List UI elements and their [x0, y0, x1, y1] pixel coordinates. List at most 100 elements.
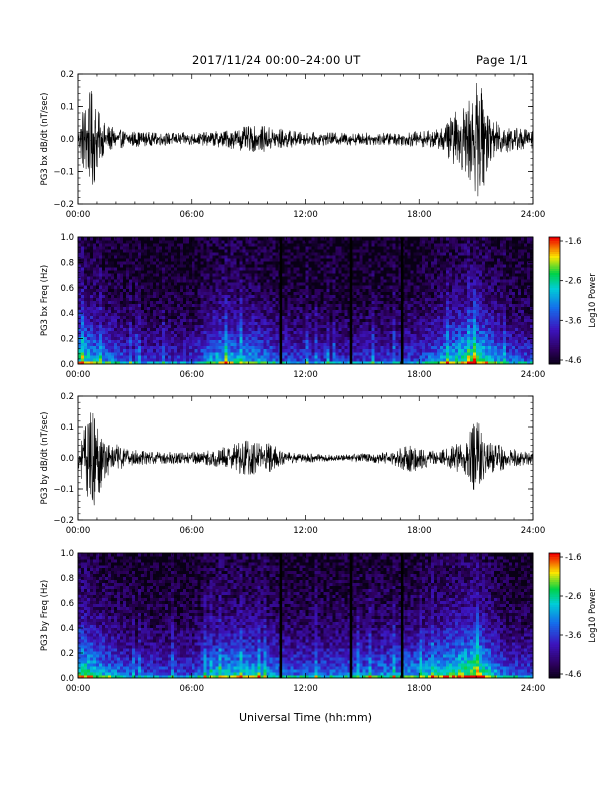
spectrogram-cell — [422, 330, 426, 335]
spectrogram-cell — [104, 264, 109, 268]
spectrogram-cell — [140, 324, 145, 329]
spectrogram-cell — [260, 276, 264, 280]
spectrogram-cell — [293, 243, 297, 247]
spectrogram-cell — [113, 300, 118, 304]
spectrogram-cell — [248, 339, 252, 344]
spectrogram-cell — [263, 303, 267, 307]
spectrogram-cell — [266, 276, 270, 280]
spectrogram-cell — [242, 306, 246, 310]
spectrogram-cell — [272, 306, 276, 310]
spectrogram-cell — [317, 273, 321, 277]
spectrogram-cell — [353, 336, 357, 341]
spectrogram-cell — [161, 297, 166, 301]
spectrogram-cell — [323, 306, 327, 310]
spectrogram-cell — [419, 288, 423, 292]
spectrogram-cell — [287, 252, 291, 256]
spectrogram-cell — [338, 360, 342, 365]
spectrogram-cell — [377, 237, 381, 241]
spectrogram-cell — [179, 312, 184, 316]
spectrogram-cell — [398, 291, 402, 295]
spectrogram-cell — [383, 303, 387, 307]
spectrogram-cell — [398, 336, 402, 341]
spectrogram-cell — [317, 288, 321, 292]
spectrogram-cell — [347, 306, 351, 310]
spectrogram-cell — [266, 300, 270, 304]
spectrogram-cell — [206, 297, 211, 301]
spectrogram-cell — [230, 306, 234, 310]
spectrogram-cell — [308, 252, 312, 256]
spectrogram-cell — [320, 360, 324, 365]
spectrogram-cell — [407, 333, 411, 338]
spectrogram-cell — [272, 318, 276, 323]
spectrogram-cell — [191, 246, 196, 250]
spectrogram-cell — [308, 336, 312, 341]
spectrogram-cell — [128, 294, 133, 298]
spectrogram-cell — [284, 339, 288, 344]
spectrogram-cell — [416, 252, 420, 256]
spectrogram-cell — [377, 306, 381, 310]
spectrogram-cell — [158, 252, 163, 256]
spectrogram-cell — [299, 270, 303, 274]
spectrogram-cell — [170, 282, 175, 286]
spectrogram-cell — [293, 240, 297, 244]
spectrogram-cell — [392, 348, 396, 353]
spectrogram-cell — [272, 246, 276, 250]
spectrogram-cell — [251, 252, 255, 256]
spectrogram-cell — [377, 276, 381, 280]
spectrogram-cell — [209, 297, 214, 301]
spectrogram-cell — [227, 327, 232, 332]
spectrogram-cell — [344, 255, 348, 259]
spectrogram-cell — [119, 348, 124, 353]
spectrogram-cell — [200, 279, 205, 283]
spectrogram-cell — [134, 336, 139, 341]
spectrogram-cell — [371, 303, 375, 307]
spectrogram-cell — [128, 336, 133, 341]
spectrogram-cell — [221, 249, 226, 253]
spectrogram-cell — [191, 330, 196, 335]
spectrogram-cell — [272, 333, 276, 338]
spectrogram-cell — [296, 321, 300, 326]
spectrogram-cell — [341, 246, 345, 250]
spectrogram-cell — [245, 330, 249, 335]
spectrogram-cell — [347, 240, 351, 244]
spectrogram-cell — [404, 321, 408, 326]
spectrogram-cell — [218, 351, 223, 356]
spectrogram-cell — [101, 348, 106, 353]
spectrogram-cell — [146, 237, 151, 241]
spectrogram-cell — [317, 297, 321, 301]
spectrogram-cell — [200, 270, 205, 274]
spectrogram-cell — [392, 339, 396, 344]
spectrogram-cell — [80, 342, 85, 347]
spectrogram-cell — [272, 273, 276, 277]
spectrogram-cell — [386, 354, 390, 359]
spectrogram-cell — [83, 300, 88, 304]
spectrogram-cell — [386, 327, 390, 332]
spectrogram-cell — [374, 360, 378, 365]
spectrogram-cell — [173, 360, 178, 365]
spectrogram-cell — [218, 309, 223, 313]
spectrogram-cell — [140, 294, 145, 298]
spectrogram-cell — [392, 294, 396, 298]
spectrogram-cell — [320, 330, 324, 335]
spectrogram-cell — [119, 291, 124, 295]
spectrogram-cell — [224, 249, 229, 253]
spectrogram-cell — [257, 303, 261, 307]
spectrogram-cell — [188, 318, 193, 323]
spectrogram-cell — [197, 339, 202, 344]
spectrogram-cell — [359, 309, 363, 313]
spectrogram-cell — [269, 300, 273, 304]
spectrogram-cell — [425, 360, 429, 365]
spectrogram-cell — [230, 264, 234, 268]
spectrogram-cell — [293, 309, 297, 313]
spectrogram-cell — [338, 240, 342, 244]
spectrogram-cell — [314, 252, 318, 256]
spectrogram-cell — [368, 249, 372, 253]
spectrogram-cell — [167, 339, 172, 344]
spectrogram-cell — [302, 270, 306, 274]
spectrogram-cell — [185, 261, 190, 265]
spectrogram-cell — [374, 264, 378, 268]
spectrogram-cell — [284, 282, 288, 286]
spectrogram-cell — [302, 249, 306, 253]
spectrogram-cell — [254, 312, 258, 316]
spectrogram-cell — [419, 351, 423, 356]
